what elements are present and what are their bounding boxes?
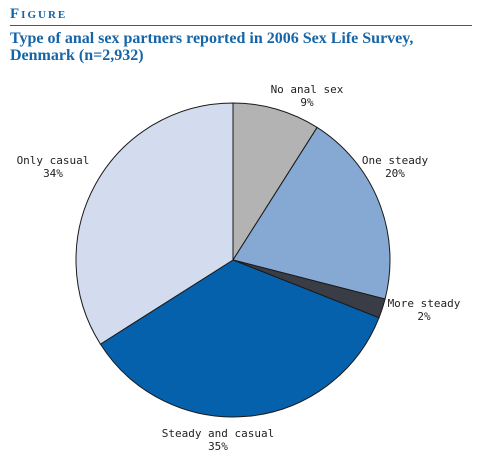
slice-name-label: No anal sex: [271, 83, 344, 96]
pie-slices: [75, 102, 391, 418]
slice-value-label: 2%: [417, 310, 431, 323]
slice-value-label: 9%: [300, 96, 314, 109]
chart-title: Type of anal sex partners reported in 20…: [10, 30, 472, 64]
slice-name-label: Only casual: [17, 154, 90, 167]
figure-label: Figure: [10, 6, 68, 22]
slice-value-label: 34%: [43, 167, 63, 180]
chart-title-line1: Type of anal sex partners reported in 20…: [10, 30, 414, 47]
pie-slice-only-casual: [75, 102, 234, 345]
pie-slice-steady-and-casual: [99, 259, 380, 418]
slice-name-label: Steady and casual: [162, 427, 275, 440]
slice-value-label: 35%: [208, 440, 228, 453]
pie-slice-one-steady: [232, 126, 391, 300]
pie-slice-no-anal-sex: [232, 102, 318, 262]
slice-name-label: More steady: [388, 297, 461, 310]
slice-name-label: One steady: [362, 154, 429, 167]
header-rule: [10, 25, 472, 26]
chart-title-line2: Denmark (n=2,932): [10, 47, 144, 64]
slice-value-label: 20%: [385, 167, 405, 180]
